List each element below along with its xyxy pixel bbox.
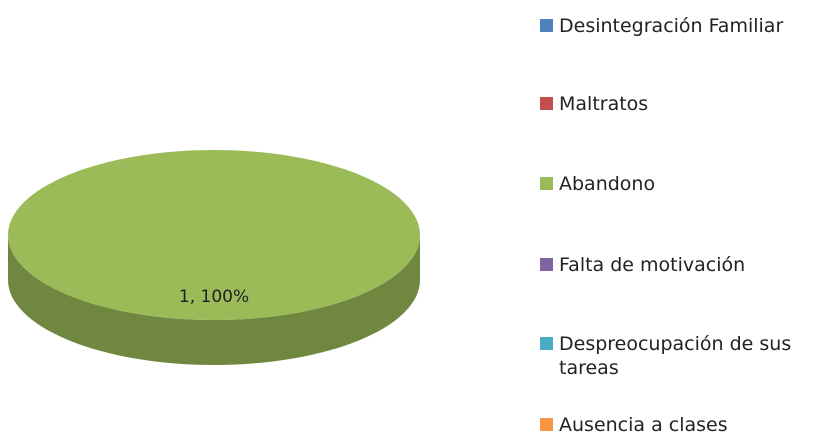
- legend-swatch: [540, 177, 553, 190]
- legend-label: Despreocupación de sus tareas: [559, 333, 792, 379]
- legend-swatch: [540, 19, 553, 32]
- legend-label: Desintegración Familiar: [559, 15, 784, 37]
- legend-swatch: [540, 97, 553, 110]
- legend-swatch: [540, 337, 553, 350]
- legend-item: Falta de motivación: [540, 253, 821, 277]
- legend-item: Abandono: [540, 172, 821, 196]
- data-label: 1, 100%: [179, 287, 249, 307]
- legend-label: Ausencia a clases: [559, 414, 728, 436]
- legend-item: Despreocupación de sus tareas: [540, 332, 821, 380]
- legend-item: Maltratos: [540, 92, 821, 116]
- legend-swatch: [540, 418, 553, 431]
- legend-label: Maltratos: [559, 93, 649, 115]
- legend-item: Desintegración Familiar: [540, 14, 821, 38]
- legend-swatch: [540, 258, 553, 271]
- legend-item: Ausencia a clases: [540, 413, 821, 437]
- slice-side: [8, 235, 420, 365]
- slice: [8, 150, 420, 320]
- legend-label: Falta de motivación: [559, 254, 746, 276]
- legend: Desintegración Familiar Maltratos Abandono…: [540, 0, 828, 437]
- legend-label: Abandono: [559, 173, 656, 195]
